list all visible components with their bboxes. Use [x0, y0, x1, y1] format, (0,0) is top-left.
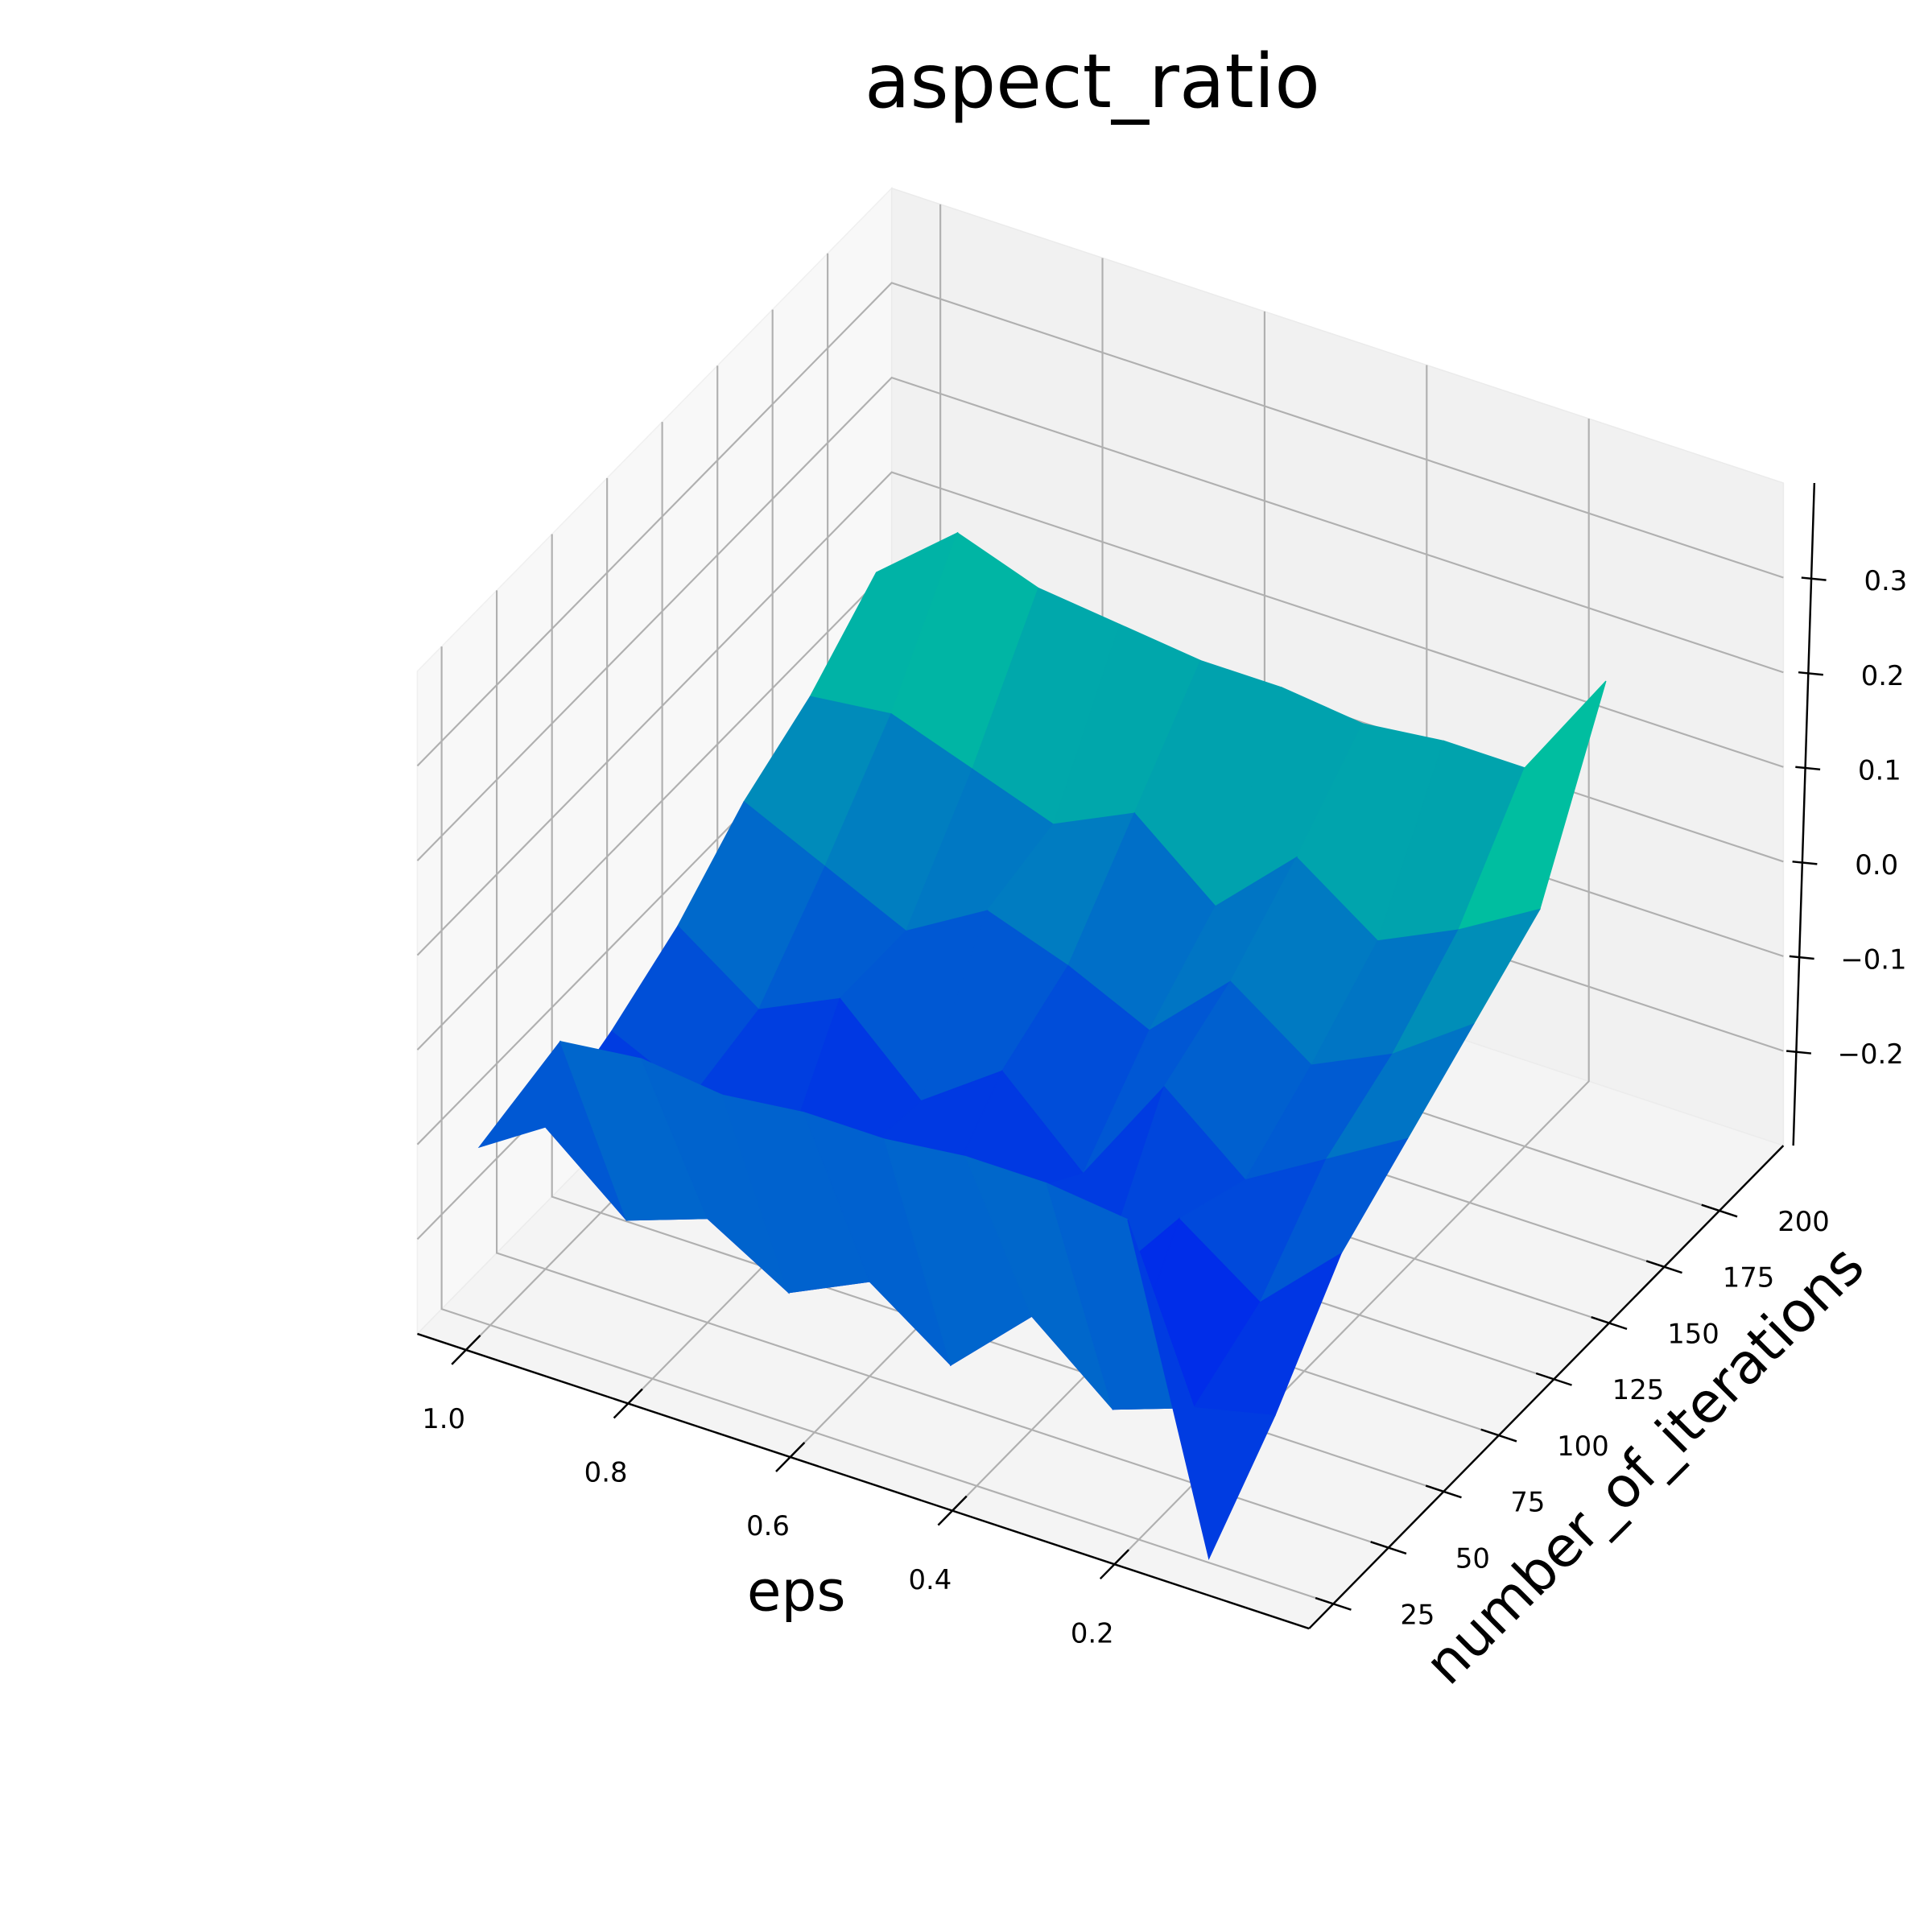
- z-axis: [1792, 482, 1816, 1146]
- x-tick-label: 1.0: [422, 1403, 465, 1435]
- y-tick: [1645, 1260, 1682, 1274]
- x-tick: [613, 1388, 643, 1419]
- z-tick: [1795, 766, 1821, 771]
- z-tick: [1785, 1050, 1812, 1055]
- y-tick-label: 100: [1557, 1430, 1609, 1462]
- z-tick-label: 0.1: [1858, 754, 1901, 786]
- z-tick-label: 0.3: [1864, 565, 1908, 597]
- y-tick-label: 25: [1400, 1599, 1435, 1630]
- chart-title: aspect_ratio: [865, 38, 1320, 125]
- y-tick-label: 150: [1667, 1318, 1719, 1349]
- z-tick-label: −0.2: [1838, 1038, 1904, 1070]
- surface-patch: [1127, 1219, 1276, 1561]
- x-tick: [937, 1495, 968, 1526]
- x-tick-label: 0.2: [1071, 1617, 1114, 1649]
- y-tick: [1425, 1484, 1462, 1499]
- x-tick-label: 0.8: [584, 1457, 628, 1488]
- y-tick-label: 50: [1455, 1542, 1490, 1574]
- x-tick: [451, 1335, 481, 1365]
- y-tick: [1701, 1203, 1738, 1218]
- grid-line: [416, 471, 1784, 956]
- x-axis-label: eps: [747, 1560, 846, 1624]
- grid-line: [416, 376, 1784, 861]
- y-tick: [1591, 1316, 1628, 1331]
- z-tick-label: 0.0: [1855, 849, 1898, 881]
- x-tick: [1099, 1549, 1130, 1580]
- y-tick: [1315, 1596, 1352, 1611]
- y-tick-label: 75: [1510, 1487, 1545, 1518]
- y-tick: [1535, 1372, 1572, 1386]
- x-tick-label: 0.4: [908, 1564, 952, 1596]
- z-tick: [1798, 671, 1823, 676]
- y-tick: [1480, 1428, 1517, 1443]
- x-axis: [417, 1332, 1310, 1630]
- x-tick: [775, 1442, 806, 1472]
- z-tick-label: −0.1: [1840, 944, 1906, 976]
- grid-line: [416, 282, 1784, 767]
- z-tick: [1792, 861, 1818, 865]
- y-tick-label: 200: [1777, 1206, 1830, 1237]
- y-tick-label: 175: [1723, 1262, 1775, 1294]
- y-tick: [1370, 1541, 1407, 1555]
- grid-line: [495, 590, 1389, 1549]
- grid-line: [440, 646, 1334, 1605]
- z-tick: [1801, 576, 1827, 581]
- z-tick: [1789, 955, 1814, 960]
- x-tick-label: 0.6: [746, 1510, 790, 1542]
- y-tick-label: 125: [1612, 1374, 1665, 1406]
- z-tick-label: 0.2: [1861, 660, 1905, 691]
